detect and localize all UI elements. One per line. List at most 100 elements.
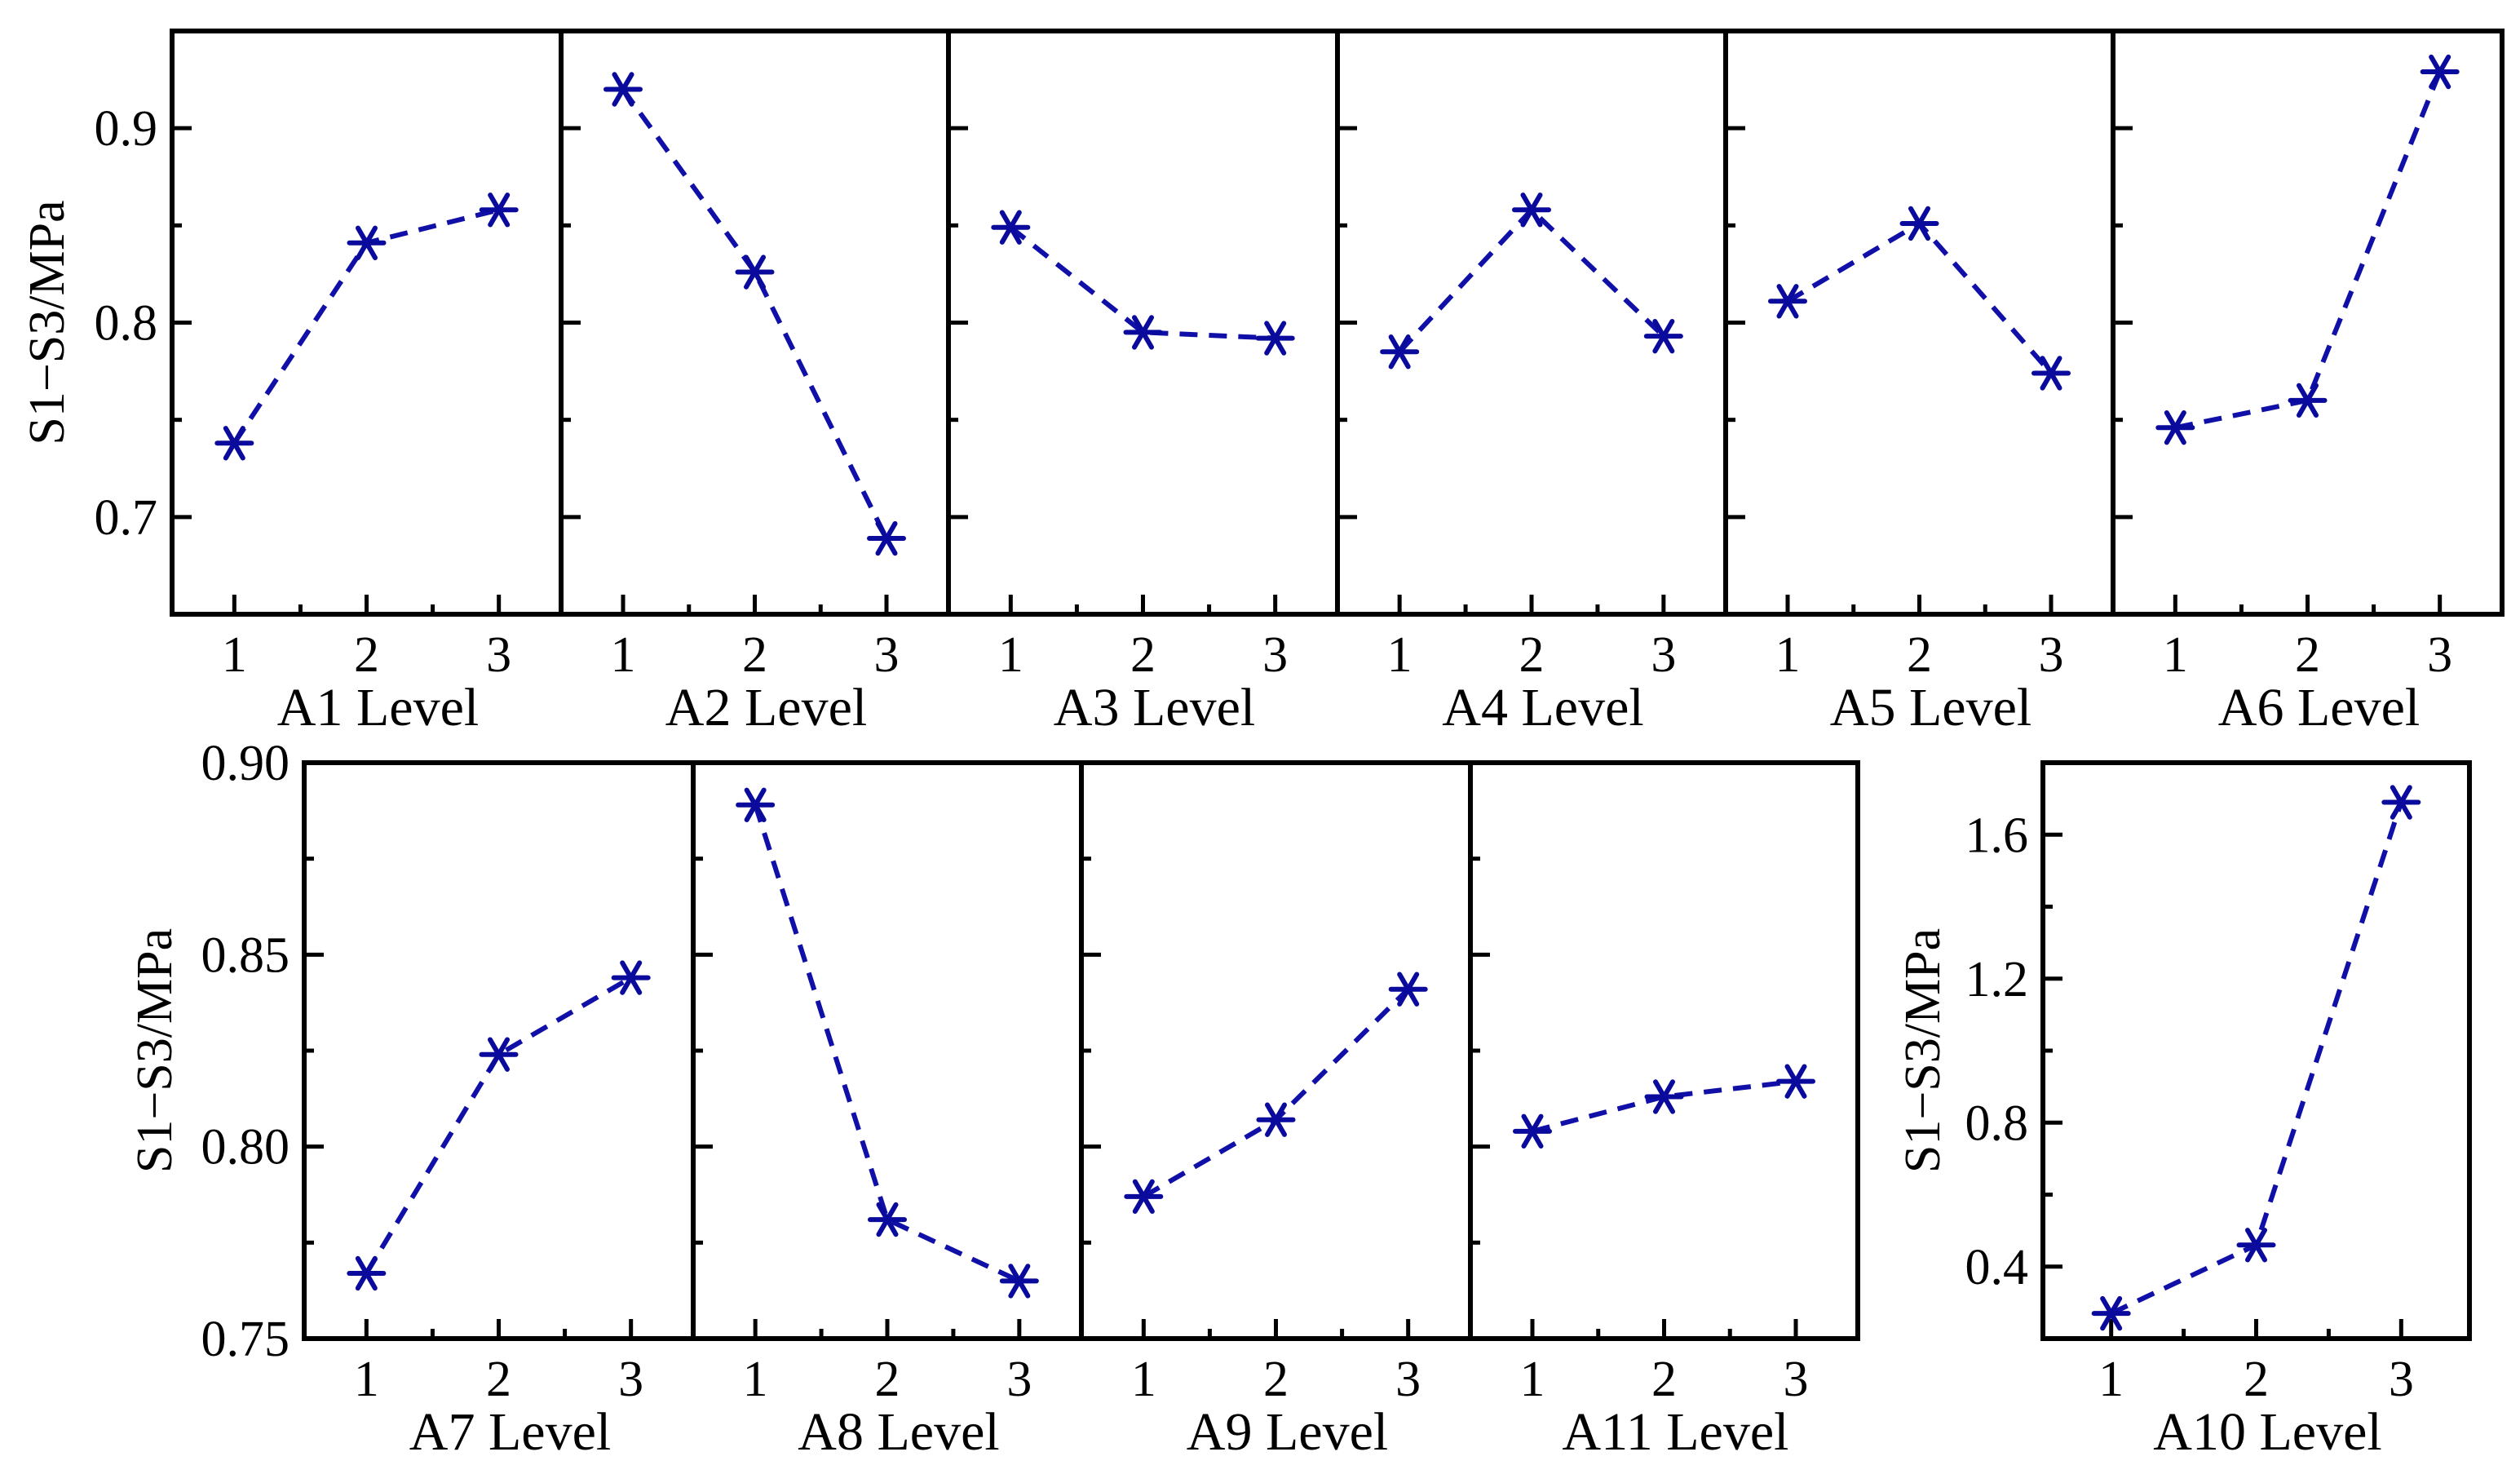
- data-point: [1899, 206, 1939, 241]
- series-line: [2174, 70, 2443, 431]
- panel-frame: [170, 29, 564, 617]
- data-point: [479, 193, 519, 228]
- panel-a5: 1 2 3A5 Level: [1723, 29, 2115, 737]
- data-point: [991, 210, 1031, 245]
- y-tick-label: 0.85: [201, 927, 290, 983]
- x-tick-label: 1: [611, 627, 636, 683]
- y-axis-label: S1−S3/MPa: [1895, 928, 1951, 1173]
- x-axis-label: A4 Level: [1442, 678, 1643, 737]
- y-tick-label: 0.90: [201, 736, 290, 791]
- x-tick-label: 2: [1907, 627, 1932, 683]
- data-point: [2420, 54, 2460, 90]
- data-point: [479, 1037, 519, 1072]
- x-tick-label: 2: [1130, 627, 1156, 683]
- series-line: [1786, 220, 2054, 375]
- x-tick-label: 3: [1262, 627, 1288, 683]
- data-point: [347, 225, 387, 260]
- x-tick-label: 2: [875, 1352, 900, 1407]
- y-tick-label: 0.9: [95, 101, 158, 157]
- x-tick-label: 1: [2098, 1352, 2124, 1407]
- data-point: [2031, 356, 2071, 391]
- data-point: [1256, 1102, 1296, 1137]
- data-point: [1124, 1179, 1164, 1215]
- x-axis-label: A3 Level: [1054, 678, 1255, 737]
- panel-a6: 1 2 3A6 Level: [2111, 29, 2505, 737]
- panel-a2: 1 2 3A2 Level: [559, 29, 951, 737]
- x-tick-label: 1: [222, 627, 247, 683]
- series-line: [1532, 1078, 1797, 1134]
- x-tick-label: 3: [618, 1352, 643, 1407]
- x-tick-label: 1: [1775, 627, 1801, 683]
- x-tick-label: 1: [1520, 1352, 1545, 1407]
- data-point: [1776, 1064, 1815, 1099]
- series-line: [621, 87, 889, 540]
- x-axis-label: A10 Level: [2153, 1402, 2381, 1462]
- panel-frame: [1468, 760, 1860, 1341]
- y-tick-label: 0.8: [1965, 1096, 2029, 1151]
- series-line: [1142, 987, 1410, 1199]
- data-point: [1388, 972, 1428, 1007]
- y-tick-label: 1.2: [1965, 952, 2029, 1007]
- x-tick-label: 2: [1651, 1352, 1677, 1407]
- y-axis-label: S1−S3/MPa: [127, 928, 183, 1173]
- data-point: [1513, 1113, 1552, 1149]
- panel-a4: 1 2 3A4 Level: [1335, 29, 1728, 737]
- data-point: [1255, 321, 1295, 356]
- x-tick-label: 3: [1784, 1352, 1809, 1407]
- data-point: [736, 787, 776, 822]
- x-axis-label: A9 Level: [1187, 1402, 1388, 1462]
- x-axis-label: A5 Level: [1830, 678, 2031, 737]
- y-tick-label: 0.80: [201, 1120, 290, 1175]
- series-line: [1009, 225, 1275, 341]
- data-point: [1768, 284, 1807, 319]
- x-tick-label: 2: [1263, 1352, 1289, 1407]
- series-line: [2110, 801, 2404, 1316]
- y-tick-label: 1.6: [1965, 808, 2029, 863]
- data-point: [2236, 1228, 2276, 1263]
- x-tick-label: 3: [486, 627, 511, 683]
- series-line: [1397, 206, 1665, 354]
- x-tick-label: 2: [1519, 627, 1545, 683]
- data-point: [1123, 315, 1163, 350]
- data-point: [735, 255, 775, 290]
- data-point: [611, 960, 651, 995]
- x-axis-label: A6 Level: [2218, 678, 2420, 737]
- x-tick-label: 3: [1651, 627, 1676, 683]
- x-tick-label: 3: [2427, 627, 2452, 683]
- x-tick-label: 3: [2039, 627, 2064, 683]
- panel-frame: [946, 29, 1340, 617]
- panel-frame: [2111, 29, 2505, 617]
- data-point: [2091, 1295, 2131, 1331]
- x-tick-label: 2: [2295, 627, 2320, 683]
- x-tick-label: 1: [1387, 627, 1413, 683]
- data-point: [214, 426, 254, 461]
- x-tick-label: 2: [486, 1352, 511, 1407]
- data-point: [1380, 334, 1420, 370]
- x-tick-label: 1: [2163, 627, 2188, 683]
- data-point: [2381, 785, 2421, 820]
- y-tick-label: 0.8: [95, 296, 158, 352]
- panel-a3: 1 2 3A3 Level: [946, 29, 1340, 737]
- x-tick-label: 1: [743, 1352, 768, 1407]
- data-point: [1643, 318, 1683, 354]
- data-point: [868, 1202, 907, 1237]
- x-axis-label: A7 Level: [409, 1402, 611, 1462]
- x-tick-label: 3: [1006, 1352, 1032, 1407]
- panel-a8: 1 2 3A8 Level: [691, 760, 1084, 1462]
- x-tick-label: 1: [354, 1352, 379, 1407]
- data-point: [2155, 410, 2195, 445]
- y-tick-label: 0.4: [1965, 1240, 2029, 1295]
- panel-a7: 0.75 0.80 0.85 0.90 1 2 3A7 Level S1−S3/MPa: [127, 736, 696, 1462]
- panel-a9: 1 2 3A9 Level: [1079, 760, 1473, 1462]
- x-tick-label: 1: [1131, 1352, 1156, 1407]
- x-axis-label: A1 Level: [277, 678, 479, 737]
- y-tick-label: 0.7: [95, 490, 158, 546]
- panel-frame: [1335, 29, 1728, 617]
- x-tick-label: 3: [2389, 1352, 2414, 1407]
- x-tick-label: 1: [998, 627, 1023, 683]
- y-axis-label: S1−S3/MPa: [20, 200, 75, 445]
- x-axis-label: A11 Level: [1563, 1402, 1789, 1462]
